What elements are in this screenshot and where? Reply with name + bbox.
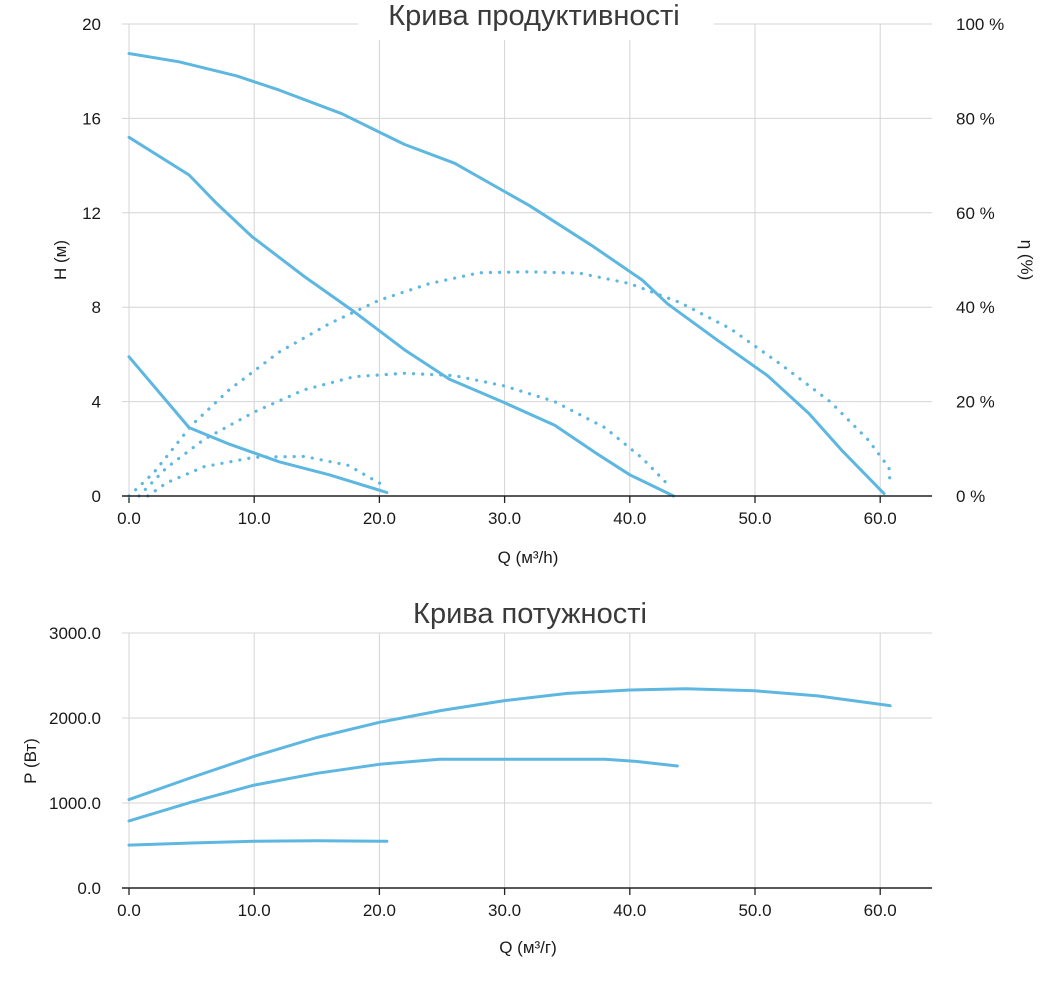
performance-y-tick-label: 16 [82,109,101,128]
power-grid [122,632,932,895]
efficiency-curve [127,270,892,498]
performance-y2-ticks: 0 % 20 % 40 % 60 % 80 % 100 % [956,15,1004,506]
power-x-tick-label: 20.0 [363,901,396,920]
power-y-tick-label: 1000.0 [49,794,101,813]
power-curve [127,757,679,823]
performance-y-axis-label: H (м) [51,240,70,280]
performance-x-tick-label: 30.0 [488,509,521,528]
power-x-tick-label: 40.0 [613,901,646,920]
power-x-axis-label: Q (м³/г) [499,938,557,957]
head-curve [127,135,676,498]
performance-y-tick-label: 12 [82,204,101,223]
head-curve [127,52,886,496]
efficiency-curve [137,371,672,498]
performance-x-tick-label: 60.0 [864,509,897,528]
efficiency-curve [146,454,388,498]
power-x-tick-label: 10.0 [238,901,271,920]
performance-y2-tick-label: 20 % [956,393,995,412]
performance-x-tick-label: 20.0 [363,509,396,528]
power-x-tick-label: 60.0 [864,901,897,920]
efficiency-curves [127,270,892,498]
performance-x-ticks: 0.0 10.0 20.0 30.0 40.0 50.0 60.0 [117,509,897,528]
performance-x-tick-label: 10.0 [238,509,271,528]
performance-y2-tick-label: 80 % [956,109,995,128]
power-y-ticks: 0.0 1000.0 2000.0 3000.0 [49,624,101,898]
performance-y-tick-label: 0 [92,487,101,506]
power-curve [127,687,892,802]
performance-y2-tick-label: 0 % [956,487,985,506]
performance-y2-tick-label: 60 % [956,204,995,223]
power-curves [127,687,892,847]
performance-y-tick-label: 4 [92,393,101,412]
head-curves [127,52,886,498]
performance-x-tick-label: 50.0 [738,509,771,528]
performance-x-tick-label: 0.0 [117,509,141,528]
performance-chart: Крива продуктивності 0.0 10.0 20.0 30.0 40.0… [51,0,1036,567]
power-x-tick-label: 0.0 [117,901,141,920]
power-y-tick-label: 0.0 [77,879,101,898]
power-y-axis-label: P (Вт) [21,738,40,784]
performance-y2-tick-label: 100 % [956,15,1004,34]
performance-x-tick-label: 40.0 [613,509,646,528]
power-curve [127,839,389,847]
power-chart-title: Крива потужності [413,598,647,630]
performance-y2-tick-label: 40 % [956,298,995,317]
performance-chart-title: Крива продуктивності [388,0,680,32]
performance-x-axis-label: Q (м³/h) [498,548,559,567]
power-chart: Крива потужності 0.0 10.0 20.0 30.0 40.0 50.0… [21,598,932,957]
head-curve [127,355,389,494]
performance-y2-axis-label: η (%) [1017,240,1036,281]
power-x-tick-label: 30.0 [488,901,521,920]
performance-y-ticks: 0 4 8 12 16 20 [82,15,101,506]
power-x-tick-label: 50.0 [738,901,771,920]
power-x-ticks: 0.0 10.0 20.0 30.0 40.0 50.0 60.0 [117,901,897,920]
performance-grid [122,23,932,503]
power-y-tick-label: 3000.0 [49,624,101,643]
performance-y-tick-label: 20 [82,15,101,34]
performance-y-tick-label: 8 [92,298,101,317]
power-y-tick-label: 2000.0 [49,709,101,728]
